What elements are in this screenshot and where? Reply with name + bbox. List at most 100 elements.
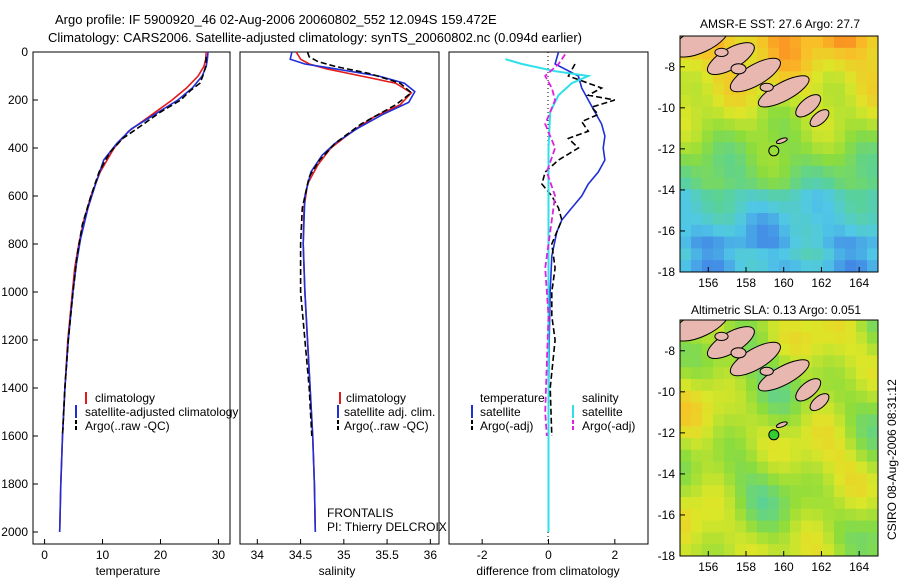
map-cell	[724, 177, 736, 190]
temperature-profile-lines	[58, 51, 209, 533]
map-cell	[812, 320, 824, 333]
map-cell	[823, 213, 835, 226]
map-cell	[779, 414, 791, 427]
map-cell	[713, 414, 725, 427]
map-cell	[746, 260, 758, 272]
map-cell	[746, 508, 758, 522]
map-cell	[702, 201, 714, 214]
map-cell	[691, 520, 703, 533]
map-cell	[801, 47, 813, 61]
map-cell	[812, 224, 824, 238]
map-y-tick-label: -12	[658, 426, 676, 440]
map-cell	[680, 544, 692, 556]
series-line-argo-raw-qc-	[299, 51, 413, 437]
map-cell	[867, 59, 878, 72]
map-cell	[801, 438, 813, 451]
map-cell	[834, 201, 846, 214]
map-cell	[724, 449, 736, 463]
map-cell	[779, 177, 791, 190]
map-cell	[856, 154, 868, 167]
map-cell	[691, 154, 703, 167]
map-cell	[680, 461, 692, 474]
map-cell	[691, 473, 703, 486]
map-cell	[702, 165, 714, 179]
map-cell	[790, 201, 802, 214]
map-cell	[845, 473, 857, 486]
map-cell	[691, 390, 703, 404]
map-cell	[691, 414, 703, 427]
map-cell	[823, 154, 835, 167]
map-cell	[691, 224, 703, 238]
map-cell	[680, 154, 692, 167]
map-cell	[680, 355, 692, 368]
map-cell	[680, 236, 692, 249]
map-cell	[779, 520, 791, 533]
map-y-tick-label: -18	[658, 549, 676, 563]
map-cell	[746, 118, 758, 131]
map-cell	[724, 236, 736, 249]
map-cell	[823, 461, 835, 474]
map-cell	[746, 224, 758, 238]
island-shape	[680, 36, 730, 58]
map-cell	[757, 438, 769, 451]
x-tick-label: 34	[251, 548, 265, 562]
map-cell	[713, 154, 725, 167]
map-cell	[768, 497, 780, 510]
map-cell	[735, 379, 747, 392]
map-cell	[702, 95, 714, 108]
island-shape	[730, 63, 747, 75]
map-cell	[702, 414, 714, 427]
map-cell	[779, 343, 791, 356]
map-cell	[735, 485, 747, 498]
map-cell	[702, 331, 714, 345]
map-cell	[702, 497, 714, 510]
map-cell	[867, 36, 878, 49]
map-cell	[746, 379, 758, 392]
map-cell	[867, 47, 878, 61]
map-cell	[867, 402, 878, 415]
map-cell	[790, 236, 802, 249]
island-shape	[729, 57, 781, 93]
map-cell	[735, 449, 747, 463]
map-cell	[691, 402, 703, 415]
map-cell	[845, 508, 857, 522]
map-cell	[856, 508, 868, 522]
map-cell	[845, 165, 857, 179]
map-cell	[757, 402, 769, 415]
map-cell	[702, 142, 714, 155]
map-cell	[823, 248, 835, 261]
map-cell	[856, 118, 868, 131]
map-cell	[691, 544, 703, 556]
map-cell	[801, 520, 813, 533]
map-cell	[768, 130, 780, 143]
map-cell	[834, 165, 846, 179]
x-tick-label: 35.5	[375, 548, 399, 562]
map-cell	[713, 83, 725, 96]
map-cell	[724, 189, 736, 202]
x-tick-label: 34.5	[289, 548, 313, 562]
map-cell	[834, 59, 846, 72]
island-shape	[775, 421, 788, 428]
sst-map-panel: AMSR-E SST: 27.6 Argo: 27.7 156 158 160 162…	[658, 17, 879, 290]
map-cell	[801, 130, 813, 143]
map-cell	[834, 36, 846, 49]
map-cell	[801, 260, 813, 272]
map-cell	[801, 532, 813, 545]
map-cell	[856, 177, 868, 190]
map-cell	[713, 485, 725, 498]
map-cell	[790, 402, 802, 415]
map-cell	[702, 379, 714, 392]
map-cell	[867, 438, 878, 451]
map-cell	[724, 497, 736, 510]
map-cell	[735, 508, 747, 522]
map-cell	[724, 390, 736, 404]
legend-header-temperature: temperature	[480, 391, 545, 405]
map-cell	[757, 177, 769, 190]
map-cell	[812, 532, 824, 545]
map-cell	[779, 320, 791, 333]
map-cell	[735, 106, 747, 120]
legend-label-climatology: climatology	[95, 391, 155, 405]
map-cell	[724, 367, 736, 380]
map-cell	[735, 426, 747, 439]
map-cell	[680, 449, 692, 463]
